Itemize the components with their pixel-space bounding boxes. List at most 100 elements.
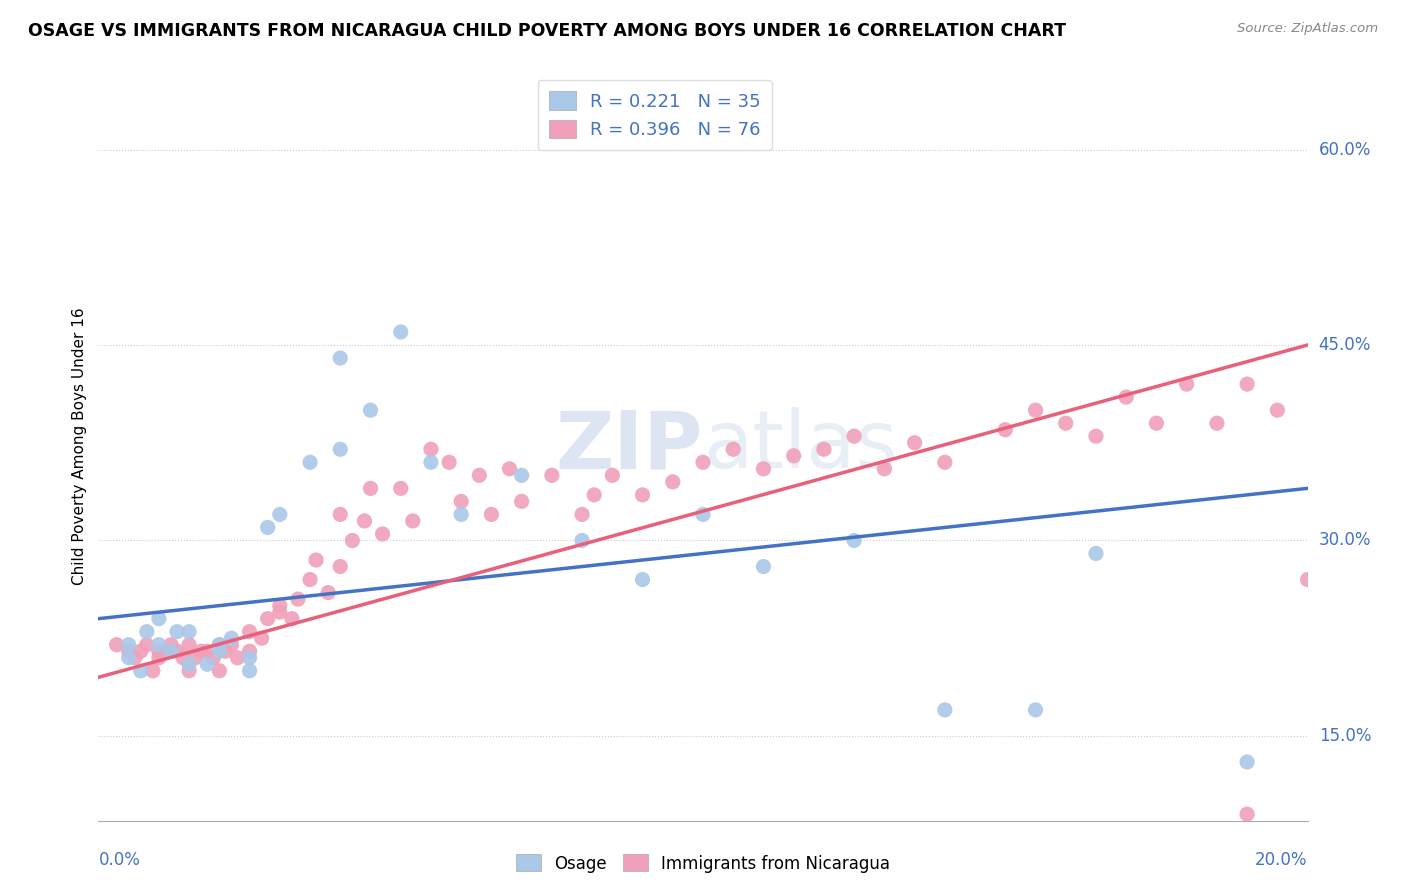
Text: 45.0%: 45.0% [1319, 336, 1371, 354]
Point [1206, 416, 1229, 430]
Point [1115, 390, 1137, 404]
Point [208, 644, 231, 658]
Point [723, 442, 745, 457]
Point [305, 553, 328, 567]
Point [342, 533, 364, 548]
Point [239, 624, 262, 639]
Point [510, 468, 533, 483]
Point [389, 325, 412, 339]
Point [256, 520, 278, 534]
Point [437, 455, 460, 469]
Point [148, 638, 170, 652]
Point [329, 442, 352, 457]
Text: OSAGE VS IMMIGRANTS FROM NICARAGUA CHILD POVERTY AMONG BOYS UNDER 16 CORRELATION: OSAGE VS IMMIGRANTS FROM NICARAGUA CHILD… [28, 22, 1066, 40]
Point [208, 638, 231, 652]
Point [1144, 416, 1167, 430]
Point [179, 638, 201, 652]
Point [250, 631, 273, 645]
Point [353, 514, 375, 528]
Point [420, 442, 443, 457]
Point [287, 592, 309, 607]
Point [329, 559, 352, 574]
Point [1024, 403, 1046, 417]
Point [371, 527, 394, 541]
Point [269, 599, 291, 613]
Point [692, 455, 714, 469]
Point [1054, 416, 1077, 430]
Point [118, 650, 141, 665]
Point [602, 468, 624, 483]
Point [692, 508, 714, 522]
Point [166, 624, 188, 639]
Text: ZIP: ZIP [555, 407, 703, 485]
Text: Source: ZipAtlas.com: Source: ZipAtlas.com [1237, 22, 1378, 36]
Point [1267, 403, 1289, 417]
Text: 15.0%: 15.0% [1319, 727, 1371, 745]
Text: 0.0%: 0.0% [98, 851, 141, 869]
Text: atlas: atlas [703, 407, 897, 485]
Point [752, 462, 775, 476]
Point [498, 462, 520, 476]
Point [402, 514, 425, 528]
Point [118, 644, 141, 658]
Point [844, 429, 866, 443]
Legend: R = 0.221   N = 35, R = 0.396   N = 76: R = 0.221 N = 35, R = 0.396 N = 76 [537, 80, 772, 150]
Point [360, 481, 382, 495]
Point [135, 624, 157, 639]
Point [1175, 377, 1198, 392]
Point [1236, 807, 1258, 822]
Point [571, 533, 593, 548]
Point [160, 638, 183, 652]
Point [184, 650, 207, 665]
Point [450, 494, 472, 508]
Point [813, 442, 835, 457]
Text: 60.0%: 60.0% [1319, 141, 1371, 159]
Point [148, 644, 170, 658]
Text: 20.0%: 20.0% [1256, 851, 1308, 869]
Point [148, 650, 170, 665]
Point [389, 481, 412, 495]
Point [179, 657, 201, 672]
Point [1236, 755, 1258, 769]
Point [1296, 573, 1319, 587]
Point [329, 351, 352, 365]
Point [450, 508, 472, 522]
Point [195, 657, 218, 672]
Point [269, 605, 291, 619]
Point [153, 644, 176, 658]
Point [172, 650, 194, 665]
Point [360, 403, 382, 417]
Point [468, 468, 491, 483]
Point [239, 650, 262, 665]
Point [481, 508, 503, 522]
Point [510, 494, 533, 508]
Point [256, 612, 278, 626]
Point [202, 650, 225, 665]
Point [844, 533, 866, 548]
Point [214, 644, 236, 658]
Point [195, 644, 218, 658]
Point [316, 585, 339, 599]
Point [160, 644, 183, 658]
Point [661, 475, 683, 489]
Text: 30.0%: 30.0% [1319, 532, 1371, 549]
Point [904, 435, 927, 450]
Point [221, 638, 243, 652]
Point [190, 644, 212, 658]
Point [208, 638, 231, 652]
Point [118, 638, 141, 652]
Point [571, 508, 593, 522]
Point [148, 612, 170, 626]
Point [239, 664, 262, 678]
Point [124, 650, 146, 665]
Point [1236, 377, 1258, 392]
Point [105, 638, 128, 652]
Point [179, 624, 201, 639]
Point [994, 423, 1017, 437]
Y-axis label: Child Poverty Among Boys Under 16: Child Poverty Among Boys Under 16 [72, 307, 87, 585]
Point [752, 559, 775, 574]
Point [934, 703, 956, 717]
Legend: Osage, Immigrants from Nicaragua: Osage, Immigrants from Nicaragua [509, 847, 897, 880]
Point [179, 664, 201, 678]
Point [583, 488, 606, 502]
